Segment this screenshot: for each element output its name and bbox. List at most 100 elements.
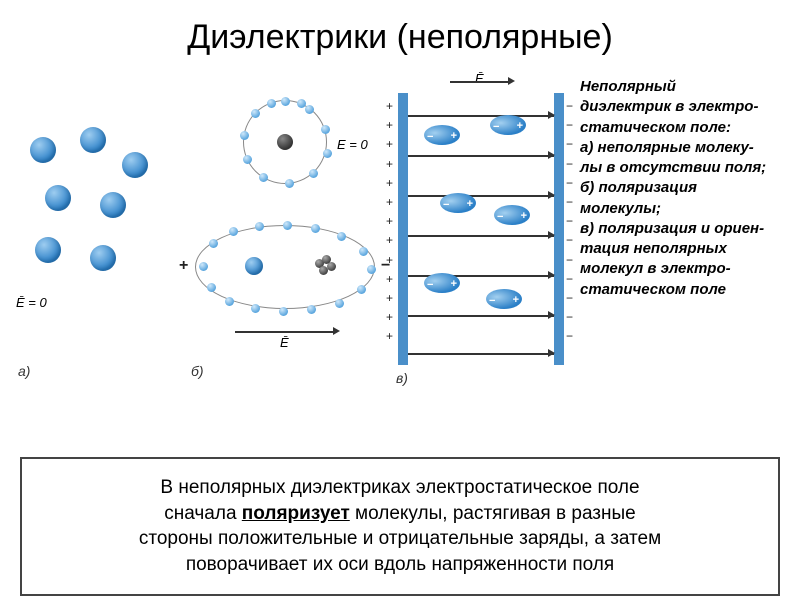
arrowhead-icon — [548, 311, 555, 319]
caption-text: молекулы, растягивая в разные — [350, 503, 636, 524]
electron-icon — [267, 99, 276, 108]
dipole-icon: −+ — [424, 273, 460, 293]
electron-icon — [357, 285, 366, 294]
e-zero-label: Ē = 0 — [16, 295, 47, 310]
dipole-icon: −+ — [486, 289, 522, 309]
side-line: статическом поле — [580, 280, 790, 300]
electron-icon — [281, 97, 290, 106]
arrowhead-icon — [548, 111, 555, 119]
page-title: Диэлектрики (неполярные) — [0, 0, 800, 67]
caption-underline: поляризует — [242, 503, 350, 524]
molecule-icon — [100, 192, 126, 218]
electron-icon — [225, 297, 234, 306]
molecule-icon — [30, 137, 56, 163]
nucleus-icon — [277, 134, 293, 150]
side-line: лы в отсутствии поля; — [580, 158, 790, 178]
electron-cloud-center-icon — [245, 257, 263, 275]
electron-icon — [240, 131, 249, 140]
field-line-icon — [408, 353, 554, 355]
diagram-area: Ē = 0 а) E = 0 — [0, 67, 800, 447]
electron-icon — [229, 227, 238, 236]
caption-text: сначала — [164, 503, 242, 524]
electron-icon — [255, 222, 264, 231]
field-line-icon — [408, 155, 554, 157]
dipole-icon: −+ — [490, 115, 526, 135]
side-line: молекул в электро- — [580, 259, 790, 279]
orbit-ellipse — [195, 225, 375, 309]
arrowhead-icon — [508, 77, 515, 85]
panel-b: E = 0 + − Ē б) — [185, 87, 385, 377]
arrowhead-icon — [333, 327, 340, 335]
electron-icon — [285, 179, 294, 188]
electron-icon — [307, 305, 316, 314]
side-line: молекулы; — [580, 199, 790, 219]
side-line: в) поляризация и ориен- — [580, 219, 790, 239]
electron-icon — [297, 99, 306, 108]
e-vec-top-label: Ē — [475, 71, 484, 86]
side-line: диэлектрик в электро- — [580, 97, 790, 117]
side-line: а) неполярные молеку- — [580, 138, 790, 158]
molecule-icon — [90, 245, 116, 271]
minus-column-icon: −−−−−−−−−−−−− — [566, 97, 573, 346]
electron-icon — [309, 169, 318, 178]
side-line: Неполярный — [580, 77, 790, 97]
e-zero-label-b: E = 0 — [337, 137, 368, 152]
panel-c: Ē +++++++++++++ −−−−−−−−−−−−− −+ −+ −+ −… — [390, 75, 570, 380]
plus-sign-icon: + — [179, 257, 188, 275]
field-line-icon — [408, 195, 554, 197]
electron-icon — [199, 262, 208, 271]
field-line-icon — [408, 235, 554, 237]
caption-line: сначала поляризует молекулы, растягивая … — [40, 501, 760, 527]
plate-right-icon — [554, 93, 564, 365]
electron-icon — [279, 307, 288, 316]
electron-icon — [283, 221, 292, 230]
e-vec-label: Ē — [280, 335, 289, 350]
field-line-icon — [408, 115, 554, 117]
side-description: Неполярный диэлектрик в электро- статиче… — [580, 77, 790, 300]
panel-a-label: а) — [18, 363, 30, 379]
caption-line: стороны положительные и отрицательные за… — [40, 526, 760, 552]
electron-icon — [209, 239, 218, 248]
molecule-icon — [80, 127, 106, 153]
electron-icon — [311, 224, 320, 233]
panel-a: Ē = 0 а) — [10, 97, 180, 377]
panel-c-label: в) — [396, 370, 408, 386]
arrowhead-icon — [548, 349, 555, 357]
molecule-icon — [35, 237, 61, 263]
arrowhead-icon — [548, 271, 555, 279]
electron-icon — [251, 304, 260, 313]
arrowhead-icon — [548, 191, 555, 199]
electron-icon — [305, 105, 314, 114]
electron-icon — [251, 109, 260, 118]
plate-left-icon — [398, 93, 408, 365]
title-text: Диэлектрики (неполярные) — [187, 18, 613, 56]
molecule-icon — [122, 152, 148, 178]
electron-icon — [243, 155, 252, 164]
caption-line: В неполярных диэлектриках электростатиче… — [40, 475, 760, 501]
electron-icon — [321, 125, 330, 134]
dipole-icon: −+ — [424, 125, 460, 145]
electron-icon — [335, 299, 344, 308]
side-line: тация неполярных — [580, 239, 790, 259]
molecule-icon — [45, 185, 71, 211]
field-arrow-icon — [235, 331, 335, 333]
nucleus-cluster-icon — [315, 255, 339, 279]
caption-line: поворачивает их оси вдоль напряженности … — [40, 552, 760, 578]
electron-icon — [337, 232, 346, 241]
electron-icon — [323, 149, 332, 158]
dipole-icon: −+ — [494, 205, 530, 225]
arrowhead-icon — [548, 151, 555, 159]
electron-icon — [359, 247, 368, 256]
electron-icon — [207, 283, 216, 292]
side-line: б) поляризация — [580, 178, 790, 198]
field-line-icon — [408, 315, 554, 317]
plus-column-icon: +++++++++++++ — [386, 97, 393, 346]
dipole-icon: −+ — [440, 193, 476, 213]
electron-icon — [259, 173, 268, 182]
side-line: статическом поле: — [580, 118, 790, 138]
arrowhead-icon — [548, 231, 555, 239]
electron-icon — [367, 265, 376, 274]
panel-b-label: б) — [191, 363, 204, 379]
field-arrow-icon — [450, 81, 510, 83]
caption-box: В неполярных диэлектриках электростатиче… — [20, 457, 780, 596]
